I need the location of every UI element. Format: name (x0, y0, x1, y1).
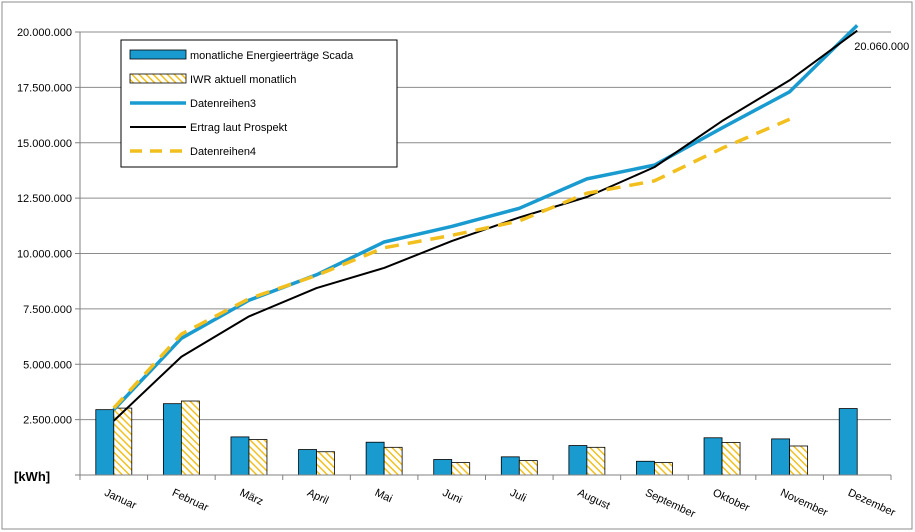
bar (451, 462, 471, 476)
y-tick-label: 15.000.000 (17, 138, 72, 150)
legend-label: Datenreihen4 (190, 146, 256, 158)
bar (316, 451, 335, 476)
y-tick-label: 20.000.000 (17, 27, 72, 39)
y-tick-label: 17.500.000 (17, 82, 72, 94)
legend-label: Datenreihen3 (190, 98, 256, 110)
line-series (112, 24, 859, 422)
bar (95, 409, 115, 476)
bar (162, 403, 182, 476)
bar (586, 446, 606, 476)
bar (248, 439, 268, 476)
bar (568, 445, 588, 476)
y-tick-label: 7.500.000 (23, 304, 72, 316)
legend-label: monatliche Energieerträge Scada (190, 50, 354, 62)
bar (636, 460, 655, 476)
y-axis-unit-label: [kWh] (14, 469, 50, 484)
legend-swatch (129, 49, 187, 60)
y-tick-label: 12.500.000 (17, 193, 72, 205)
bar (721, 442, 741, 476)
bar-series (95, 400, 858, 476)
bar (838, 408, 858, 476)
bar (771, 438, 791, 476)
y-tick-label: 10.000.000 (17, 249, 72, 261)
legend-label: IWR aktuell monatlich (190, 74, 296, 86)
bar (703, 437, 723, 476)
gridlines (80, 31, 891, 421)
bar (433, 459, 453, 476)
legend-swatch (129, 73, 187, 84)
data-annotation: 20.060.000 (854, 41, 909, 53)
y-tick-label: 2.500.000 (23, 415, 72, 427)
bar (654, 462, 673, 476)
bar (365, 441, 385, 476)
legend: monatliche Energieerträge Scada IWR aktue… (120, 39, 398, 168)
bar (180, 400, 200, 476)
y-tick-label: 5.000.000 (23, 359, 72, 371)
series-line (112, 24, 859, 411)
bar (500, 456, 520, 476)
bar (789, 445, 809, 476)
annotations: 20.060.000 (854, 41, 909, 53)
y-axis-ticks: 2.500.000 5.000.000 7.500.000 10.000.000 12.… (17, 27, 80, 476)
legend-label: Ertrag laut Prospekt (190, 122, 287, 134)
series-line (112, 117, 791, 410)
bar (298, 449, 317, 476)
bar (230, 436, 250, 476)
bar (383, 446, 403, 476)
bar (518, 460, 538, 476)
